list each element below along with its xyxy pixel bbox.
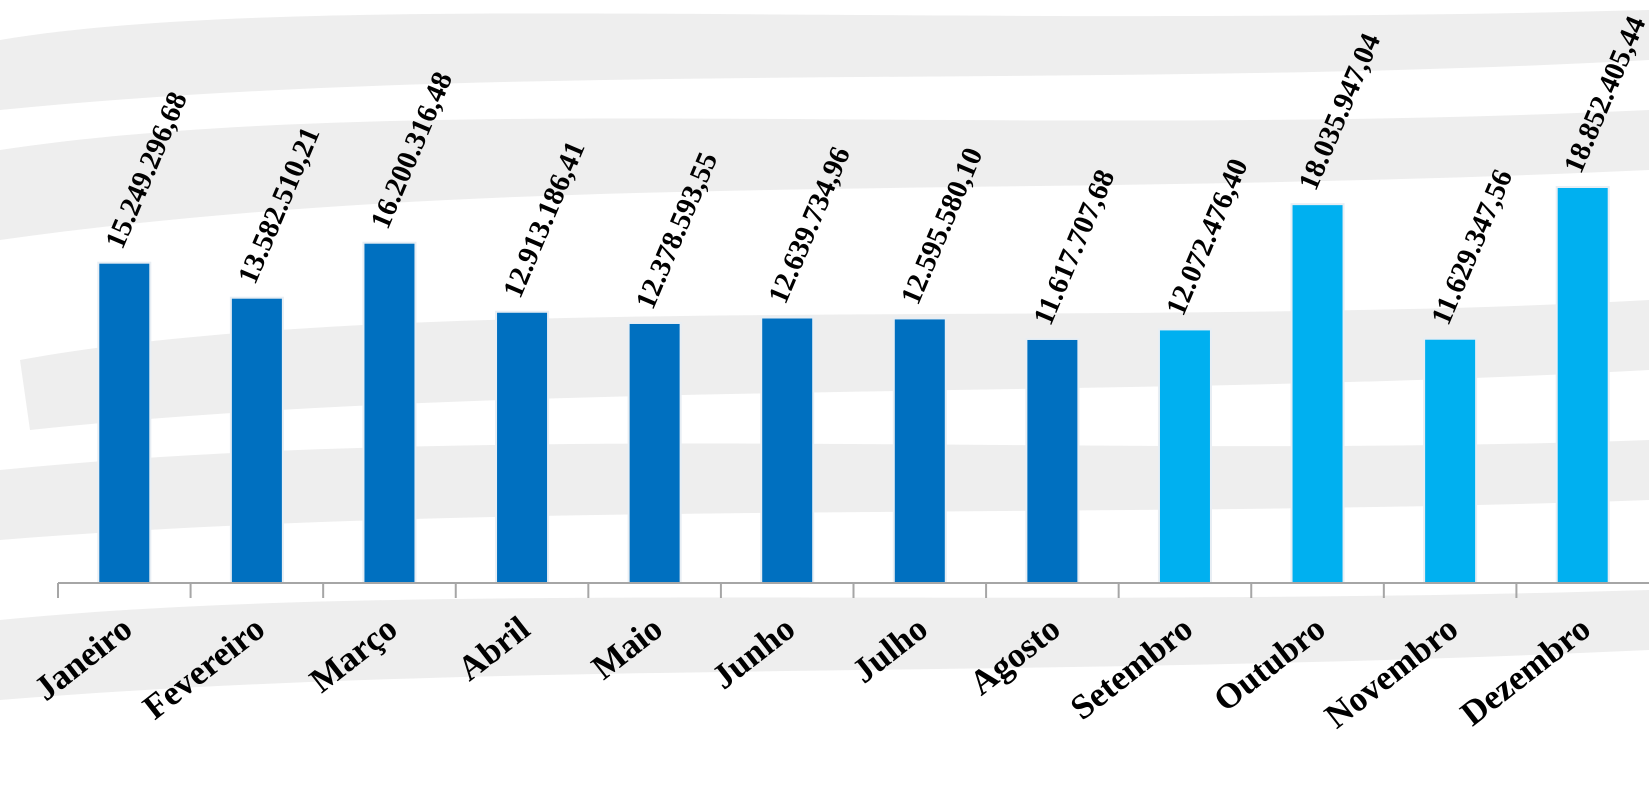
bar [229, 296, 284, 584]
data-label: 11.617.707,68 [1027, 165, 1121, 330]
bar [1025, 337, 1080, 584]
bar [760, 316, 815, 584]
bar [97, 261, 152, 584]
bar [495, 310, 550, 584]
bar [1423, 337, 1478, 584]
bar [1157, 328, 1212, 584]
bars-group [97, 186, 1610, 585]
bar [627, 321, 682, 584]
bar [1555, 186, 1610, 584]
bar [1290, 203, 1345, 584]
bar [362, 241, 417, 585]
x-axis [57, 582, 1649, 598]
data-label: 11.629.347,56 [1425, 165, 1519, 330]
bar [892, 317, 947, 584]
